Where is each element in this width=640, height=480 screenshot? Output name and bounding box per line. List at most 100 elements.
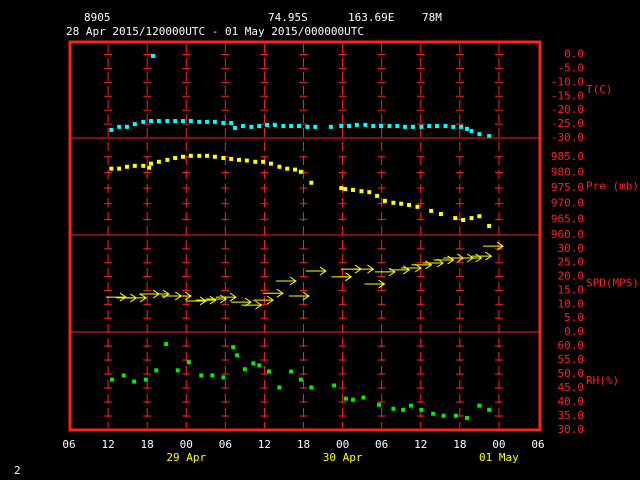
y-tick-label: 0.0 (564, 325, 584, 338)
point (237, 157, 242, 162)
point (438, 212, 443, 217)
x-tick-label: 12 (258, 438, 271, 451)
point (477, 214, 482, 219)
wind-arrow (275, 276, 297, 286)
point (251, 361, 256, 366)
y-tick-label: 35.0 (558, 409, 585, 422)
wind-arrow (171, 291, 192, 301)
point (141, 119, 146, 124)
point (221, 120, 226, 125)
arrow-head (319, 266, 327, 276)
point (289, 369, 294, 374)
point (210, 373, 215, 378)
point (477, 132, 482, 137)
point (431, 411, 436, 416)
y-tick-label: 15.0 (558, 283, 585, 296)
arrow-head (289, 276, 297, 286)
point (451, 124, 456, 129)
point (443, 124, 448, 129)
y-tick-label: 960.0 (551, 228, 584, 241)
point (408, 403, 413, 408)
point (229, 156, 234, 161)
point (261, 159, 266, 164)
arrow-head (302, 291, 310, 301)
y-tick-label: 985.0 (551, 150, 584, 163)
arrow-head (402, 265, 411, 275)
marks (105, 53, 504, 420)
point (197, 153, 202, 158)
point (281, 124, 286, 129)
point (265, 122, 270, 127)
point (343, 396, 348, 401)
point (277, 164, 282, 169)
y-tick-label: -5.0 (558, 61, 585, 74)
point (487, 407, 492, 412)
point (268, 161, 273, 166)
point (377, 402, 382, 407)
point (391, 200, 396, 205)
x-tick-label: 00 (336, 438, 349, 451)
point (453, 216, 458, 221)
point (309, 180, 314, 185)
y-tick-label: 20.0 (558, 270, 585, 283)
point (109, 127, 114, 132)
wind-arrow (483, 241, 504, 251)
point (313, 124, 318, 129)
point (363, 122, 368, 127)
point (359, 189, 364, 194)
point (249, 124, 254, 129)
point (459, 124, 464, 129)
arrow-head (367, 264, 375, 274)
longitude: 163.69E (348, 11, 394, 24)
point (375, 193, 380, 198)
x-tick-label: 06 (62, 438, 75, 451)
point (401, 407, 406, 412)
point (367, 190, 372, 195)
point (296, 124, 301, 129)
y-tick-label: 0.0 (564, 48, 584, 61)
point (240, 124, 245, 129)
point (253, 159, 258, 164)
latitude: 74.95S (268, 11, 308, 24)
wind-arrow (105, 292, 127, 302)
page-number: 2 (14, 464, 21, 477)
arrow-head (276, 288, 284, 298)
point (121, 373, 126, 378)
wind-arrow (331, 272, 353, 282)
x-tick-label: 00 (492, 438, 505, 451)
point (173, 119, 178, 124)
wind-arrow (461, 253, 483, 263)
y-tick-label: 50.0 (558, 367, 585, 380)
arrow-head (199, 296, 207, 306)
point (347, 124, 352, 129)
point (427, 124, 432, 129)
x-tick-label: 12 (414, 438, 427, 451)
y-tick-label: -25.0 (551, 117, 584, 130)
point (141, 163, 146, 168)
point (266, 369, 271, 374)
wind-arrow (353, 264, 375, 274)
point (419, 407, 424, 412)
elevation: 78M (422, 11, 442, 24)
point (132, 163, 137, 168)
point (399, 201, 404, 206)
date-label: 30 Apr (323, 451, 363, 464)
wind-arrow (364, 279, 386, 289)
point (379, 124, 384, 129)
y-tick-label: 55.0 (558, 353, 585, 366)
point (487, 223, 492, 228)
point (197, 119, 202, 124)
y-tick-label: 970.0 (551, 197, 584, 210)
wind-arrow (195, 295, 217, 305)
point (419, 124, 424, 129)
point (453, 413, 458, 418)
point (332, 383, 337, 388)
point (147, 165, 152, 170)
point (487, 134, 492, 139)
point (464, 126, 469, 131)
point (175, 368, 180, 373)
point (205, 153, 210, 158)
point (165, 157, 170, 162)
point (298, 169, 303, 174)
wind-arrow (126, 293, 147, 303)
